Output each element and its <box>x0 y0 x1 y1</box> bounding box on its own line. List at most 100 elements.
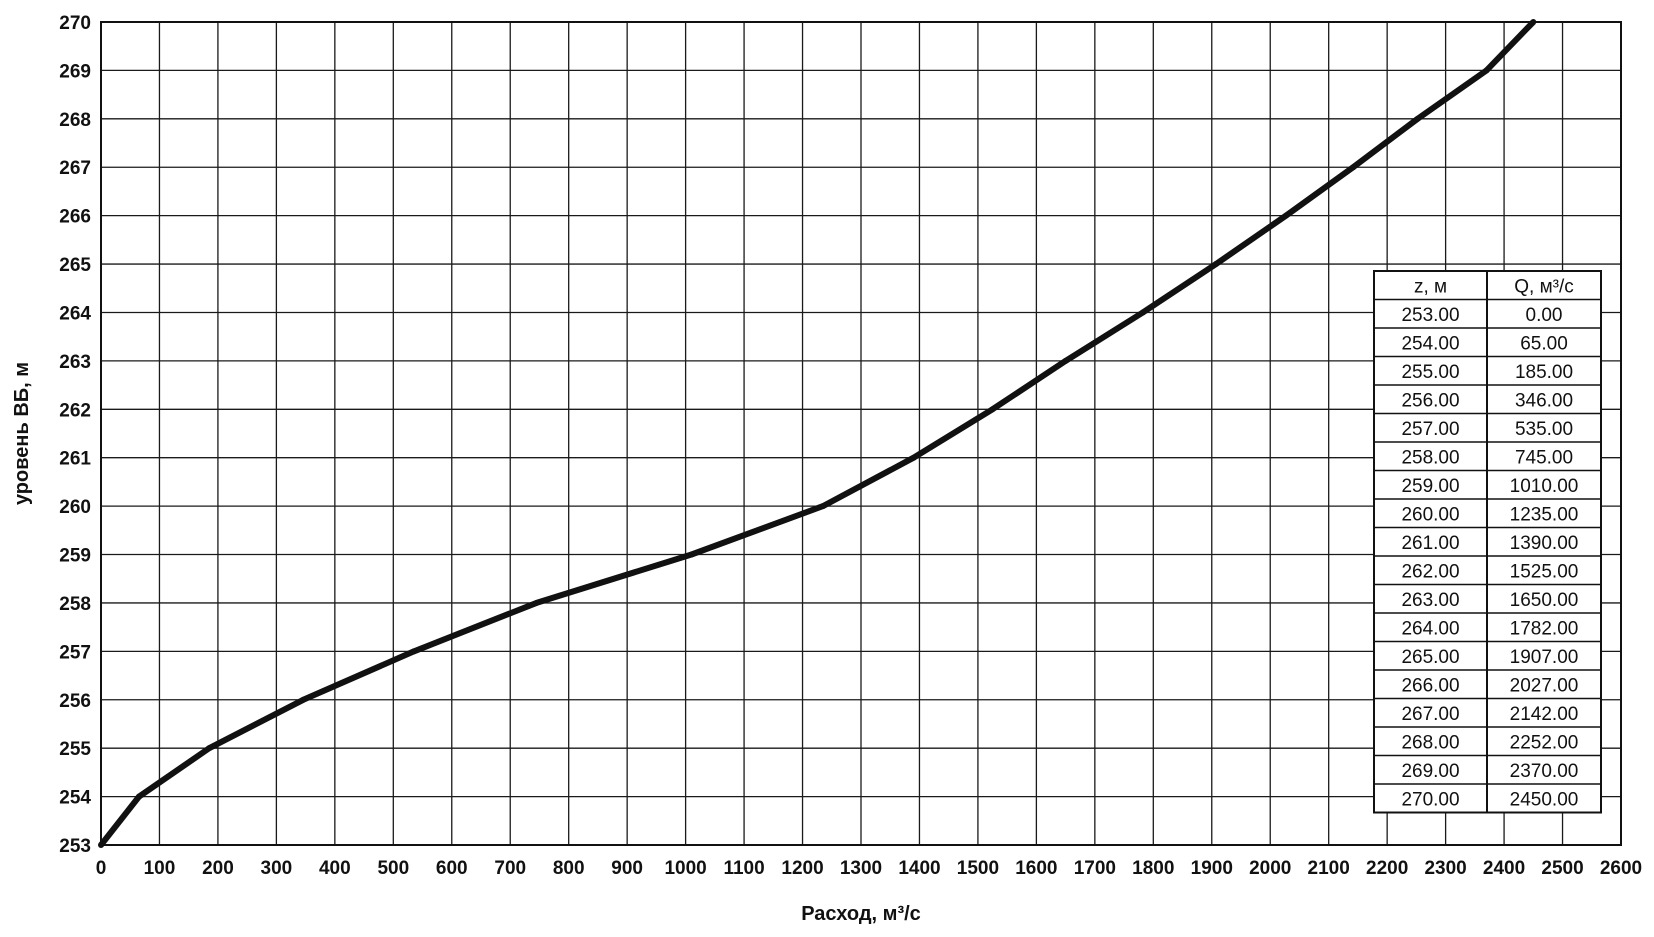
data-point-15 <box>1414 115 1421 122</box>
y-tick-label-3: 256 <box>59 691 91 712</box>
series <box>98 19 1537 848</box>
table-cell: 257.00 <box>1401 419 1459 440</box>
table-cell: 269.00 <box>1401 761 1459 782</box>
y-tick-label-2: 255 <box>59 739 91 760</box>
y-tick-label-5: 258 <box>59 594 91 615</box>
data-point-8 <box>910 454 917 461</box>
x-tick-label-12: 1200 <box>781 858 823 879</box>
y-tick-label-11: 264 <box>59 303 91 324</box>
y-tick-label-12: 265 <box>59 255 91 276</box>
y-axis-title: уровень ВБ, м <box>11 362 33 505</box>
y-tick-label-1: 254 <box>59 788 91 809</box>
x-tick-label-0: 0 <box>96 858 107 879</box>
table-cell: 2450.00 <box>1510 790 1579 811</box>
y-tick-label-13: 266 <box>59 207 91 228</box>
data-point-17 <box>1530 19 1537 25</box>
table-cell: 255.00 <box>1401 362 1459 383</box>
x-tick-label-17: 1700 <box>1074 858 1116 879</box>
tick-labels: 0 100 200 300 400 500 600 700 800 900 1000 1100 1200… <box>59 13 1642 879</box>
table-cell: 2142.00 <box>1510 704 1579 725</box>
table-cell: 268.00 <box>1401 733 1459 754</box>
table-cell: 1010.00 <box>1510 476 1579 497</box>
data-point-14 <box>1350 164 1357 171</box>
table-cell: 2370.00 <box>1510 761 1579 782</box>
data-point-11 <box>1139 309 1146 316</box>
data-point-4 <box>410 648 417 655</box>
y-tick-label-6: 259 <box>59 546 91 567</box>
table-cell: 745.00 <box>1515 448 1573 469</box>
plot-area-frame <box>100 21 1622 846</box>
table-cell: 260.00 <box>1401 505 1459 526</box>
table-cell: 261.00 <box>1401 533 1459 554</box>
data-point-5 <box>533 599 540 606</box>
data-point-9 <box>989 406 996 413</box>
x-tick-label-18: 1800 <box>1132 858 1174 879</box>
data-point-10 <box>1062 357 1069 364</box>
y-tick-label-10: 263 <box>59 352 91 373</box>
table-cell: 254.00 <box>1401 334 1459 355</box>
table-cell: 1235.00 <box>1510 505 1579 526</box>
y-tick-label-4: 257 <box>59 642 91 663</box>
table-header-1: Q, м³/с <box>1514 277 1574 298</box>
x-tick-label-22: 2200 <box>1366 858 1408 879</box>
x-tick-label-9: 900 <box>611 858 643 879</box>
data-point-12 <box>1212 261 1219 268</box>
table-cell: 259.00 <box>1401 476 1459 497</box>
table-cell: 264.00 <box>1401 619 1459 640</box>
x-tick-label-4: 400 <box>319 858 351 879</box>
x-tick-label-23: 2300 <box>1424 858 1466 879</box>
series-line-0 <box>98 19 1536 847</box>
x-tick-label-11: 1100 <box>723 858 764 879</box>
x-tick-label-16: 1600 <box>1015 858 1057 879</box>
table-cell: 1907.00 <box>1510 647 1579 668</box>
x-tick-label-7: 700 <box>494 858 526 879</box>
table-cell: 65.00 <box>1520 334 1568 355</box>
data-point-3 <box>300 696 307 703</box>
x-tick-label-6: 600 <box>436 858 468 879</box>
table-cell: 256.00 <box>1401 391 1459 412</box>
x-axis-title: Расход, м³/с <box>801 903 921 925</box>
table-cell: 1782.00 <box>1510 619 1579 640</box>
table-cell: 0.00 <box>1526 305 1563 326</box>
y-tick-label-15: 268 <box>59 110 91 131</box>
table-cell: 253.00 <box>1401 305 1459 326</box>
x-tick-label-19: 1900 <box>1191 858 1233 879</box>
table-cell: 2252.00 <box>1510 733 1579 754</box>
x-tick-label-20: 2000 <box>1249 858 1291 879</box>
x-tick-label-24: 2400 <box>1483 858 1525 879</box>
table-cell: 535.00 <box>1515 419 1573 440</box>
y-tick-label-14: 267 <box>59 158 91 179</box>
table-cell: 1650.00 <box>1510 590 1579 611</box>
data-point-16 <box>1483 67 1490 74</box>
x-tick-label-1: 100 <box>144 858 176 879</box>
table-cell: 1525.00 <box>1510 562 1579 583</box>
data-point-7 <box>820 503 826 510</box>
table-cell: 266.00 <box>1401 676 1459 697</box>
table-cell: 258.00 <box>1401 448 1459 469</box>
table-cell: 265.00 <box>1401 647 1459 668</box>
table-cell: 267.00 <box>1401 704 1459 725</box>
data-point-0 <box>98 842 104 848</box>
data-table: z, м Q, м³/с 253.00 0.00 254.00 65.00 255.00 18… <box>1373 270 1602 814</box>
table-cell: 185.00 <box>1515 362 1573 383</box>
x-tick-label-13: 1300 <box>840 858 882 879</box>
x-tick-label-14: 1400 <box>898 858 940 879</box>
table-cell: 1390.00 <box>1510 533 1579 554</box>
table-cell: 270.00 <box>1401 790 1459 811</box>
y-tick-label-9: 262 <box>59 400 91 421</box>
y-tick-label-16: 269 <box>59 61 91 82</box>
table-header-0: z, м <box>1414 277 1447 298</box>
x-tick-label-15: 1500 <box>957 858 999 879</box>
x-tick-label-10: 1000 <box>664 858 706 879</box>
table-cell: 263.00 <box>1401 590 1459 611</box>
y-tick-label-8: 261 <box>59 449 91 470</box>
y-tick-label-7: 260 <box>59 497 91 518</box>
x-tick-label-26: 2600 <box>1600 858 1642 879</box>
x-tick-label-8: 800 <box>553 858 585 879</box>
x-tick-label-2: 200 <box>202 858 234 879</box>
y-tick-label-0: 253 <box>59 836 91 857</box>
data-point-1 <box>136 793 142 800</box>
data-point-2 <box>206 745 213 752</box>
data-point-13 <box>1283 212 1290 219</box>
